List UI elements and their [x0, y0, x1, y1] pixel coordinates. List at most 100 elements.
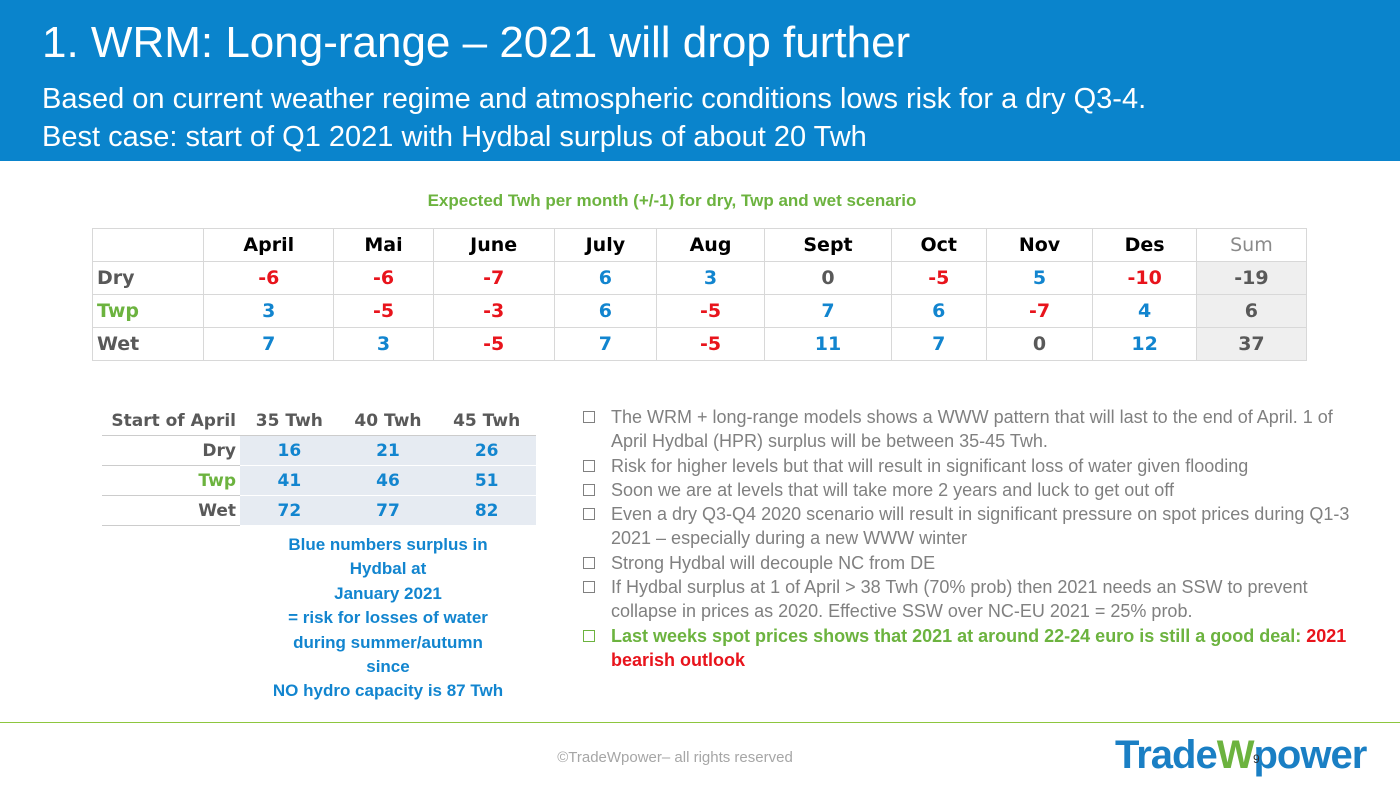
bullet: Soon we are at levels that will take mor…	[580, 478, 1350, 502]
cell: -7	[985, 294, 1094, 328]
row: Twp 3 -5 -3 6 -5 7 6 -7 4 6	[92, 294, 1308, 328]
cell: 0	[985, 327, 1094, 361]
logo-part: Trade	[1115, 733, 1218, 777]
cell: 5	[985, 261, 1094, 295]
logo-part: W	[1216, 733, 1255, 777]
column-header: Start of April	[102, 406, 240, 436]
bullets: The WRM + long-range models shows a WWW …	[580, 405, 1350, 672]
note-line: January 2021	[334, 583, 442, 603]
column-header: Sept	[764, 228, 892, 262]
note-line: Hydbal at	[349, 559, 427, 579]
start-table: Start of April 35 Twh 40 Twh 45 Twh Dry 16 21 2…	[102, 406, 536, 526]
note: Blue numbers surplus in Hydbal at January …	[238, 533, 538, 704]
cell: -6	[202, 261, 335, 295]
cell: 77	[338, 495, 438, 526]
column-header: Des	[1092, 228, 1197, 262]
bullet: Even a dry Q3-Q4 2020 scenario will resu…	[580, 502, 1350, 551]
column-header: 45 Twh	[437, 406, 536, 436]
row: Wet 7 3 -5 7 -5 11 7 0 12 37	[92, 327, 1308, 361]
column-header: 40 Twh	[338, 406, 438, 436]
cell: 0	[764, 261, 892, 295]
column-header: Sum	[1195, 228, 1308, 262]
cell: -3	[432, 294, 555, 328]
subtitle: Based on current weather regime and atmo…	[42, 80, 1146, 156]
copyright: ©TradeWpower– all rights reserved	[557, 749, 793, 766]
note-line: during summer/autumn	[293, 632, 483, 652]
column-header: Aug	[655, 228, 766, 262]
column-header: June	[432, 228, 555, 262]
row-label: Wet	[92, 327, 204, 361]
cell: 3	[655, 261, 766, 295]
cell: 37	[1195, 327, 1308, 361]
cell: 16	[240, 435, 339, 466]
corner-cell	[92, 228, 204, 262]
header-row: April Mai June July Aug Sept Oct Nov Des Sum	[92, 228, 1308, 262]
note-line: since	[366, 657, 410, 677]
column-header: Nov	[985, 228, 1094, 262]
cell: 72	[240, 495, 339, 526]
cell: -6	[333, 261, 434, 295]
cell: 6	[1195, 294, 1308, 328]
cell: -5	[890, 261, 987, 295]
cell: 6	[553, 261, 657, 295]
cell: 7	[890, 327, 987, 361]
cell: 51	[437, 465, 536, 496]
cell: 41	[240, 465, 339, 496]
bullet: If Hydbal surplus at 1 of April > 38 Twh…	[580, 575, 1350, 624]
cell: -5	[432, 327, 555, 361]
cell: -7	[432, 261, 555, 295]
cell: 46	[338, 465, 438, 496]
note-line: = risk for losses of water	[288, 608, 488, 628]
bullet: Strong Hydbal will decouple NC from DE	[580, 551, 1350, 575]
cell: 21	[338, 435, 438, 466]
footer-rule	[0, 722, 1400, 723]
cell: 26	[437, 435, 536, 466]
cell: -10	[1092, 261, 1197, 295]
row-label: Dry	[102, 435, 240, 466]
column-header: April	[202, 228, 335, 262]
cell: 7	[764, 294, 892, 328]
cell: 12	[1092, 327, 1197, 361]
cell: -5	[655, 327, 766, 361]
table-caption: Expected Twh per month (+/-1) for dry, T…	[427, 191, 917, 210]
row: Wet 72 77 82	[102, 495, 536, 526]
cell: -5	[333, 294, 434, 328]
row: Dry 16 21 26	[102, 435, 536, 466]
highlight-outlook: 2021 bearish outlook	[611, 625, 1347, 670]
row-label: Dry	[92, 261, 204, 295]
scenario-table: April Mai June July Aug Sept Oct Nov Des Sum Dry -6…	[92, 228, 1308, 361]
cell: 3	[333, 327, 434, 361]
row-label: Twp	[102, 465, 240, 496]
subtitle-line: Based on current weather regime and atmo…	[42, 83, 1147, 115]
row: Twp 41 46 51	[102, 465, 536, 496]
cell: -19	[1195, 261, 1308, 295]
logo: TradeWpower	[1115, 733, 1367, 778]
bullet: Risk for higher levels but that will res…	[580, 454, 1350, 478]
row-label: Twp	[92, 294, 204, 328]
page-number: 9	[1253, 752, 1260, 766]
cell: 4	[1092, 294, 1197, 328]
cell: 6	[553, 294, 657, 328]
row-label: Wet	[102, 495, 240, 526]
note-line: NO hydro capacity is 87 Twh	[272, 681, 504, 701]
column-header: July	[553, 228, 657, 262]
cell: 6	[890, 294, 987, 328]
column-header: 35 Twh	[240, 406, 339, 436]
column-header: Oct	[890, 228, 987, 262]
column-header: Mai	[333, 228, 434, 262]
bullet: The WRM + long-range models shows a WWW …	[580, 405, 1350, 454]
cell: 3	[202, 294, 335, 328]
logo-part: power	[1253, 733, 1367, 777]
cell: -5	[655, 294, 766, 328]
title: 1. WRM: Long-range – 2021 will drop furt…	[42, 18, 911, 67]
cell: 7	[202, 327, 335, 361]
row: Dry -6 -6 -7 6 3 0 -5 5 -10 -19	[92, 261, 1308, 295]
cell: 7	[553, 327, 657, 361]
note-line: Blue numbers surplus in	[288, 535, 488, 554]
highlight-text: Last weeks spot prices shows that 2021 a…	[611, 625, 1302, 646]
cell: 82	[437, 495, 536, 526]
bullet: Last weeks spot prices shows that 2021 a…	[580, 624, 1350, 673]
subtitle-line: Best case: start of Q1 2021 with Hydbal …	[42, 121, 867, 153]
header: 1. WRM: Long-range – 2021 will drop furt…	[0, 0, 1400, 161]
